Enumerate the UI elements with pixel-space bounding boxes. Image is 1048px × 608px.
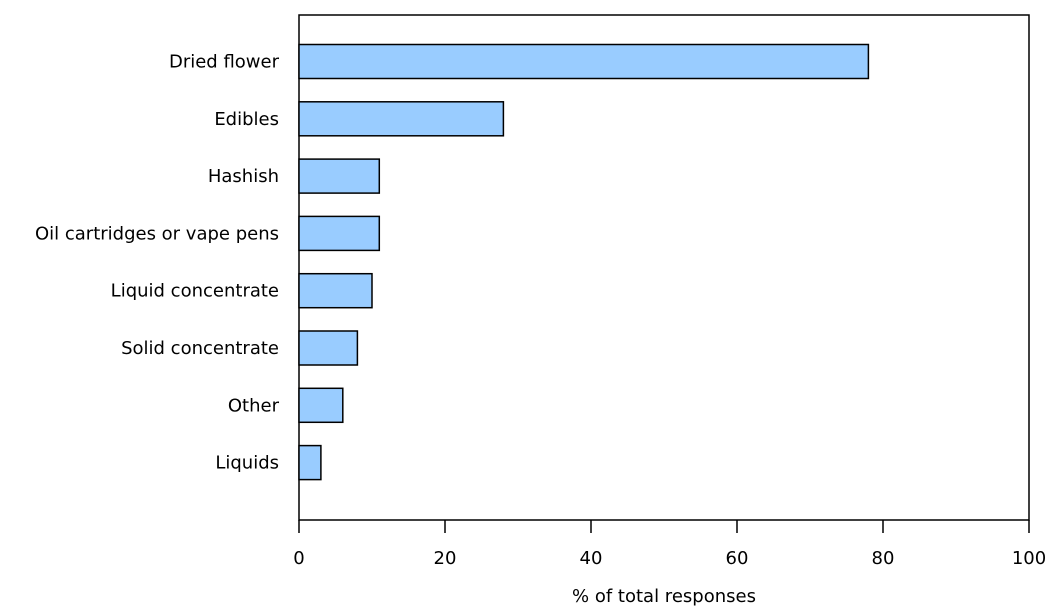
x-tick-label: 60 bbox=[726, 548, 749, 569]
bar bbox=[298, 215, 381, 252]
category-label: Edibles bbox=[214, 109, 279, 130]
bars-layer bbox=[298, 43, 870, 481]
bar bbox=[298, 387, 344, 424]
x-tick-label: 0 bbox=[293, 548, 304, 569]
x-tick-label: 20 bbox=[434, 548, 457, 569]
x-tick-label: 80 bbox=[872, 548, 895, 569]
bar bbox=[298, 272, 373, 309]
category-label: Hashish bbox=[208, 166, 279, 187]
bar bbox=[298, 43, 870, 80]
category-label: Other bbox=[228, 395, 280, 416]
x-tick-label: 100 bbox=[1012, 548, 1046, 569]
bar bbox=[298, 158, 381, 194]
category-labels: Dried flower Edibles Hashish Oil cartridges… bbox=[35, 52, 280, 474]
x-axis-title: % of total responses bbox=[572, 586, 756, 607]
category-label: Solid concentrate bbox=[121, 338, 279, 359]
bar bbox=[298, 330, 359, 366]
x-tick-label: 40 bbox=[580, 548, 603, 569]
category-label: Liquids bbox=[215, 453, 279, 474]
bar bbox=[298, 101, 505, 137]
x-axis-ticks: 0 20 40 60 80 100 bbox=[293, 520, 1046, 569]
category-label: Liquid concentrate bbox=[111, 281, 279, 302]
plot-frame bbox=[298, 14, 1030, 521]
category-label: Dried flower bbox=[169, 52, 280, 73]
category-label: Oil cartridges or vape pens bbox=[35, 223, 279, 244]
bar bbox=[298, 444, 322, 481]
